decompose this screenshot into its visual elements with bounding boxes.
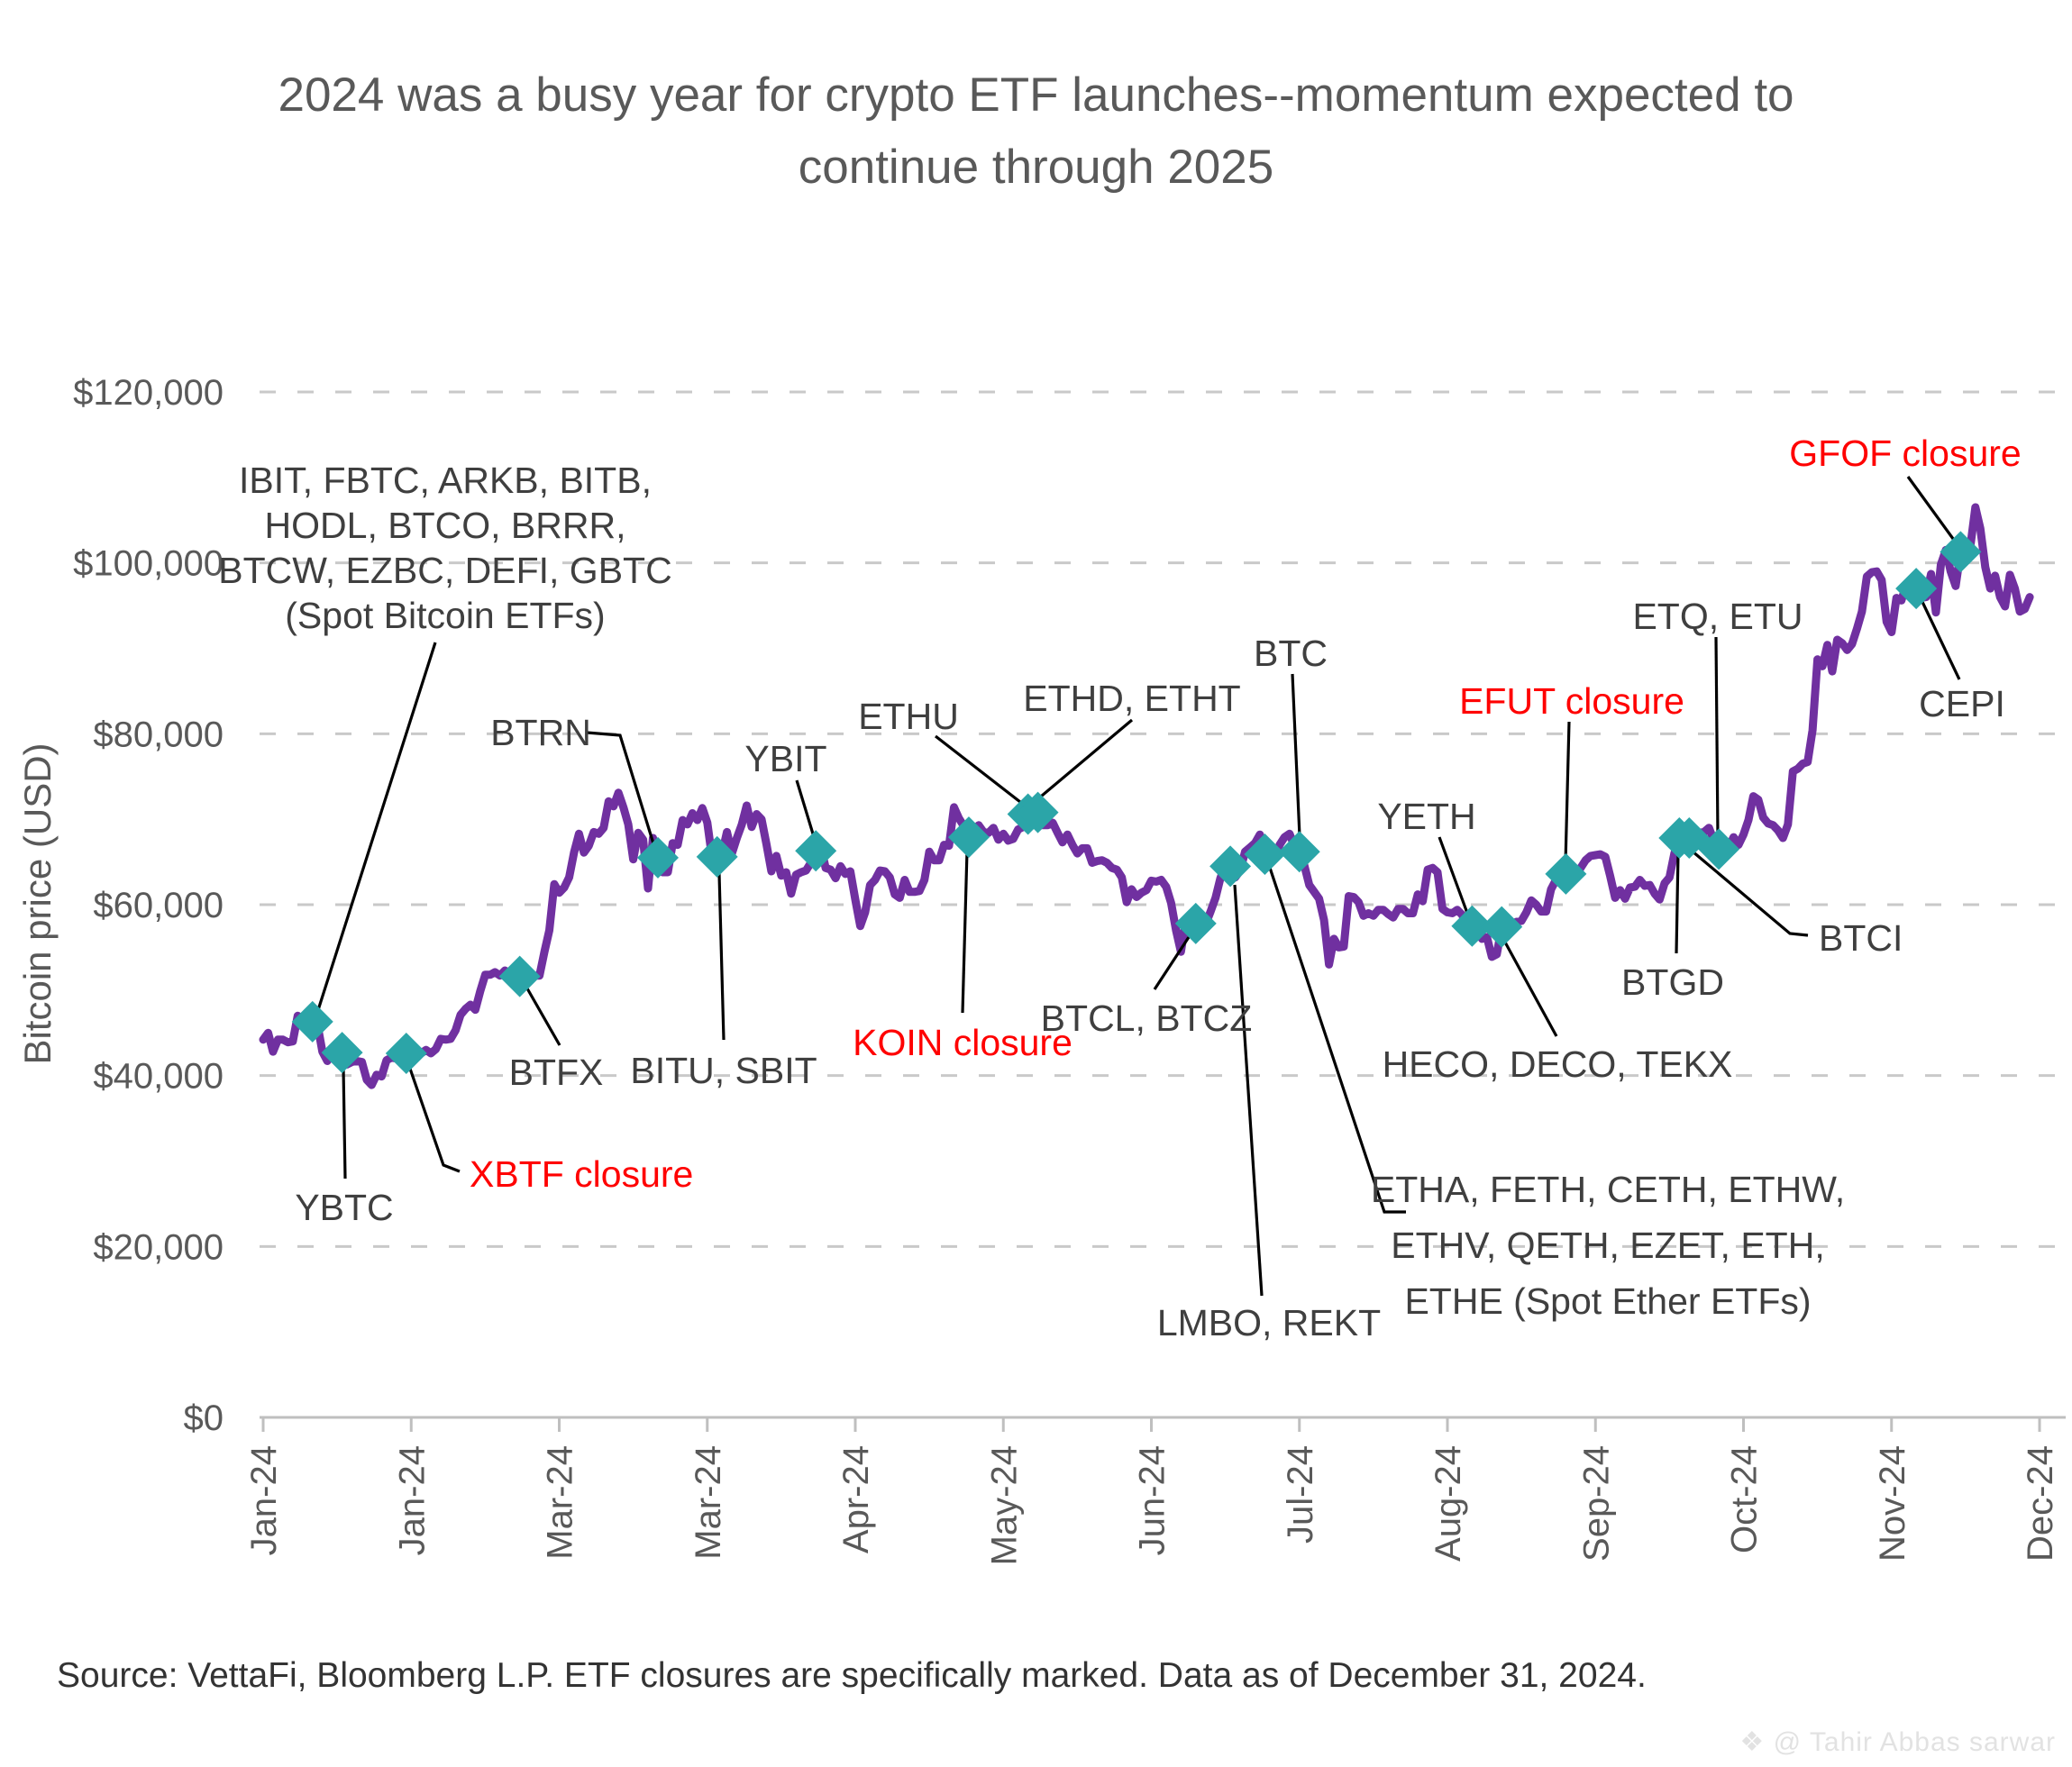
etf-marker-gfof-closure	[1940, 531, 1982, 573]
source-note: Source: VettaFi, Bloomberg L.P. ETF clos…	[57, 1656, 1647, 1695]
annotation-label-btc-mini: BTC	[1254, 633, 1328, 674]
etf-marker-heco-deco-tekx	[1481, 906, 1523, 948]
leader-line-koin-closure	[961, 850, 969, 1014]
etf-marker-cepi	[1895, 568, 1938, 610]
annotation-label-efut-closure: EFUT closure	[1459, 680, 1684, 722]
etf-marker-btrn	[637, 836, 679, 879]
leader-line-ethd-etht	[1023, 718, 1134, 812]
x-tick-label: Jan-24	[392, 1445, 432, 1555]
etf-marker-efut-closure	[1545, 852, 1587, 895]
annotation-label-ethd-etht: ETHD, ETHT	[1023, 678, 1240, 719]
annotation-label-koin-closure: KOIN closure	[853, 1022, 1073, 1063]
annotation-label-xbtf-closure: XBTF closure	[470, 1153, 693, 1195]
chart-title: 2024 was a busy year for crypto ETF laun…	[0, 59, 2072, 204]
leader-line-btrn	[586, 731, 658, 853]
annotation-label-spot-ether-etfs: ETHA, FETH, CETH, ETHW, ETHV, QETH, EZET,…	[1371, 1169, 1845, 1322]
leader-line-ybit	[795, 779, 817, 841]
etf-marker-ybtc	[321, 1032, 363, 1074]
annotation-label-cepi: CEPI	[1919, 683, 2005, 724]
etf-marker-yeth	[1451, 905, 1493, 947]
leader-line-spot-ether-etfs	[1267, 864, 1406, 1214]
x-tick-label: May-24	[984, 1445, 1024, 1565]
chart-title-line2: continue through 2025	[798, 141, 1274, 194]
annotation-label-btrn: BTRN	[490, 712, 591, 753]
x-tick-label: Aug-24	[1428, 1445, 1468, 1562]
price-line	[259, 503, 2034, 1089]
annotation-label-ethu: ETHU	[858, 696, 959, 737]
etf-marker-etq-etu	[1698, 828, 1740, 870]
leader-line-btcl-btcz	[1153, 936, 1191, 990]
y-axis-title: Bitcoin price (USD)	[16, 742, 59, 1064]
etf-marker-bitu-sbit	[696, 835, 738, 878]
annotation-label-etq-etu: ETQ, ETU	[1632, 596, 1803, 637]
leader-line-yeth	[1438, 836, 1470, 916]
annotation-label-heco-deco-tekx: HECO, DECO, TEKX	[1383, 1043, 1733, 1085]
leader-line-btci	[1691, 850, 1809, 937]
leader-line-ethu	[935, 734, 1037, 816]
leader-line-cepi	[1921, 601, 1961, 680]
x-tick-label: Mar-24	[541, 1445, 580, 1560]
x-tick-label: Sep-24	[1576, 1445, 1616, 1562]
annotation-label-yeth: YETH	[1377, 796, 1475, 837]
annotation-label-btcl-btcz: BTCL, BTCZ	[1041, 997, 1253, 1039]
annotation-label-btgd: BTGD	[1621, 961, 1724, 1003]
x-tick-label: Apr-24	[836, 1445, 876, 1553]
y-tick-label: $100,000	[73, 544, 224, 584]
etf-marker-spot-bitcoin-etfs	[291, 1000, 333, 1043]
annotation-label-ybtc: YBTC	[295, 1187, 393, 1228]
annotation-label-btci: BTCI	[1819, 917, 1903, 959]
y-tick-label: $60,000	[93, 886, 224, 925]
x-tick-label: Jul-24	[1281, 1445, 1320, 1544]
x-tick-label: Oct-24	[1725, 1445, 1765, 1553]
annotation-label-lmbo-rekt: LMBO, REKT	[1157, 1302, 1381, 1343]
leader-line-spot-bitcoin-etfs	[315, 642, 437, 1014]
etf-marker-lmbo-rekt	[1209, 845, 1252, 888]
y-tick-label: $0	[184, 1398, 224, 1438]
x-tick-label: Dec-24	[2021, 1445, 2060, 1562]
x-tick-label: Mar-24	[689, 1445, 728, 1560]
x-tick-label: Jan-24	[244, 1445, 284, 1555]
leader-line-xbtf-closure	[408, 1068, 461, 1173]
leader-line-efut-closure	[1564, 721, 1571, 864]
etf-marker-btc-mini	[1278, 831, 1320, 873]
etf-marker-btfx	[498, 955, 541, 997]
leader-line-lmbo-rekt	[1233, 884, 1264, 1297]
x-tick-label: Nov-24	[1873, 1445, 1912, 1562]
leader-line-btfx	[525, 988, 561, 1046]
y-tick-label: $120,000	[73, 373, 224, 413]
etf-marker-btcl-btcz	[1174, 902, 1217, 944]
etf-marker-koin-closure	[947, 816, 990, 859]
leader-line-bitu-sbit	[717, 873, 726, 1041]
leader-line-gfof-closure	[1906, 476, 1958, 543]
chart-title-line1: 2024 was a busy year for crypto ETF laun…	[278, 68, 1794, 122]
leader-line-etq-etu	[1714, 636, 1720, 837]
annotation-label-gfof-closure: GFOF closure	[1789, 433, 2021, 474]
watermark: ❖ @ Tahir Abbas sarwar	[1739, 1727, 2056, 1757]
y-tick-label: $80,000	[93, 715, 224, 754]
x-tick-label: Jun-24	[1133, 1445, 1173, 1555]
y-tick-label: $20,000	[93, 1227, 224, 1267]
etf-marker-xbtf-closure	[385, 1033, 427, 1075]
leader-line-btgd	[1675, 852, 1680, 954]
y-tick-label: $40,000	[93, 1057, 224, 1097]
leader-line-ybtc	[342, 1068, 347, 1180]
leader-line-btc-mini	[1291, 673, 1301, 837]
annotation-label-spot-bitcoin-etfs: IBIT, FBTC, ARKB, BITB, HODL, BTCO, BRRR,…	[218, 460, 671, 636]
annotation-label-bitu-sbit: BITU, SBIT	[630, 1050, 817, 1091]
etf-marker-spot-ether-etfs	[1244, 833, 1286, 876]
annotation-label-btfx: BTFX	[509, 1052, 604, 1093]
etf-marker-ethd-etht	[1017, 791, 1059, 833]
leader-line-heco-deco-tekx	[1502, 938, 1558, 1037]
etf-marker-ybit	[795, 830, 837, 872]
annotation-label-ybit: YBIT	[744, 738, 826, 779]
